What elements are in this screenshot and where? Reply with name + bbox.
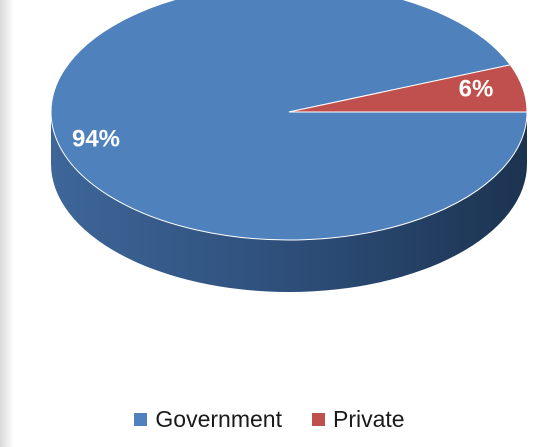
- legend-swatch-private: [311, 412, 325, 426]
- legend-label-government: Government: [155, 405, 282, 432]
- pie-slice-government: [50, 0, 528, 241]
- legend-item-private: Private: [311, 405, 405, 433]
- legend-item-government: Government: [134, 406, 282, 433]
- pie-slice-private: [288, 64, 528, 113]
- chart-legend: Government Private: [0, 404, 539, 434]
- pie-3d-sides: [51, 112, 527, 292]
- left-edge-shadow: [0, 0, 14, 447]
- data-label-government: 94%: [72, 125, 120, 152]
- data-label-private: 6%: [459, 75, 494, 102]
- legend-swatch-government: [134, 412, 148, 426]
- pie-data-labels: 94% 6%: [72, 75, 493, 152]
- pie-side-government: [51, 112, 527, 292]
- pie-slices: [50, 0, 528, 241]
- legend-label-private: Private: [332, 405, 405, 432]
